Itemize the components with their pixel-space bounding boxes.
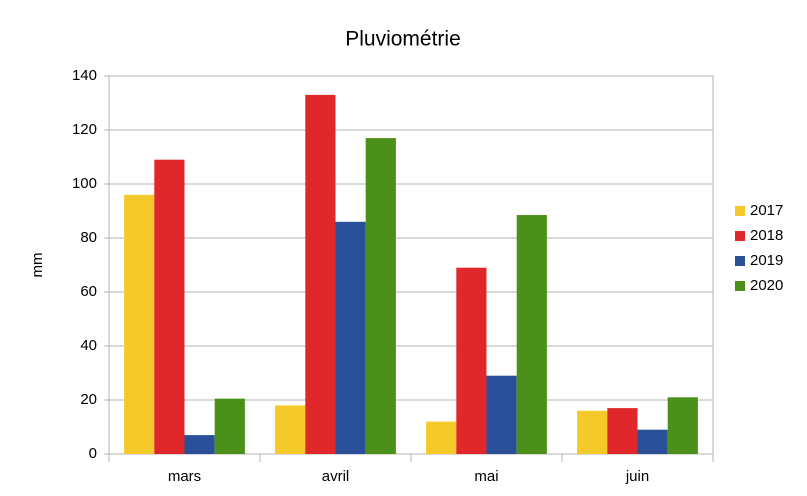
bar — [124, 194, 155, 455]
y-axis-label: mm — [29, 253, 46, 278]
y-tick-label: 60 — [80, 283, 97, 300]
x-tick-label: mars — [168, 468, 201, 485]
legend-swatch — [735, 206, 745, 216]
bar — [154, 159, 185, 454]
chart-title: Pluviométrie — [345, 28, 461, 51]
bar — [456, 267, 487, 454]
bar — [305, 94, 336, 455]
bar — [637, 429, 668, 454]
bar — [184, 435, 215, 454]
legend-label: 2020 — [750, 277, 783, 294]
x-tick-label: mai — [474, 468, 498, 485]
legend-label: 2017 — [750, 202, 783, 219]
plot-border — [108, 75, 714, 455]
x-tick-label: avril — [322, 468, 350, 485]
x-tick-label: juin — [625, 468, 649, 485]
y-tick-label: 20 — [80, 391, 97, 408]
bar — [607, 408, 638, 454]
legend-swatch — [735, 281, 745, 291]
y-tick-label: 40 — [80, 337, 97, 354]
bar — [335, 221, 366, 454]
bar — [667, 397, 698, 454]
legend-swatch — [735, 256, 745, 266]
y-tick-label: 120 — [72, 121, 97, 138]
y-tick-label: 80 — [80, 229, 97, 246]
bar — [214, 398, 245, 454]
legend-label: 2018 — [750, 227, 783, 244]
legend-label: 2019 — [750, 252, 783, 269]
legend-swatch — [735, 231, 745, 241]
bar — [577, 410, 608, 454]
y-tick-label: 100 — [72, 175, 97, 192]
bar — [486, 375, 517, 454]
bar — [365, 138, 396, 454]
y-tick-label: 0 — [89, 445, 97, 462]
y-tick-label: 140 — [72, 67, 97, 84]
bar — [516, 215, 547, 454]
bar — [426, 421, 457, 454]
bar — [275, 405, 306, 454]
